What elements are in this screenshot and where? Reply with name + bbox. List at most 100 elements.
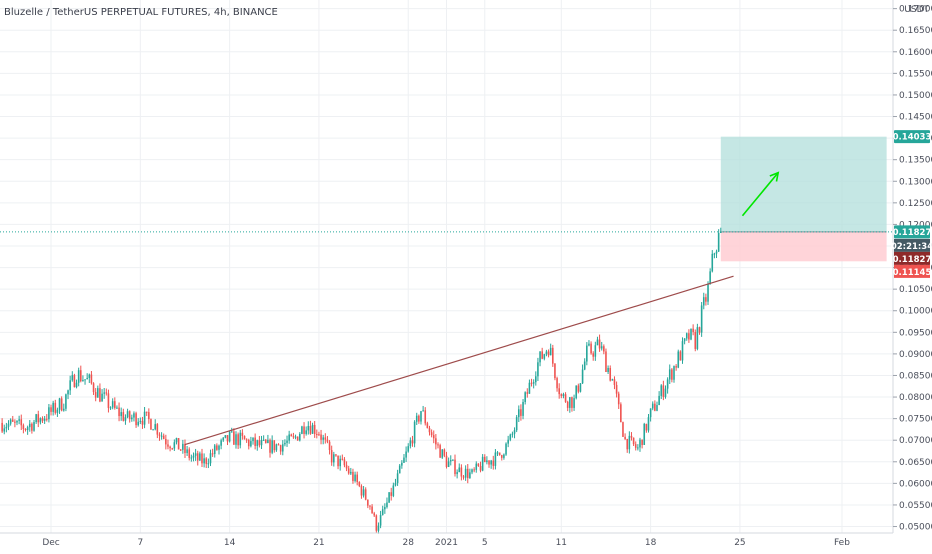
x-tick-label: 14 — [224, 538, 236, 548]
candle — [719, 231, 722, 234]
candle — [498, 452, 501, 456]
candle — [454, 459, 456, 475]
candle — [685, 333, 688, 339]
candle — [641, 439, 643, 445]
timer-tag-bg[interactable] — [894, 238, 930, 252]
candle — [609, 368, 612, 381]
candle — [671, 369, 673, 380]
candle — [224, 435, 227, 438]
candle — [305, 430, 307, 434]
candle — [92, 383, 95, 393]
target-price-tag-bg[interactable] — [894, 130, 930, 144]
candle — [347, 468, 350, 474]
stop-loss-zone[interactable] — [720, 231, 887, 262]
candle — [475, 463, 478, 470]
candle — [537, 362, 539, 377]
candle — [535, 376, 537, 383]
candle — [352, 471, 354, 481]
candle — [696, 327, 699, 349]
candle — [507, 439, 509, 444]
candle — [639, 439, 641, 448]
candle — [333, 454, 335, 463]
currency-label[interactable]: USDT — [904, 5, 929, 15]
candle — [254, 437, 256, 446]
candle — [5, 426, 8, 429]
candle — [273, 440, 276, 451]
candle — [594, 345, 597, 357]
candle — [396, 473, 399, 483]
candle — [367, 499, 369, 506]
candle — [50, 407, 52, 412]
candle — [326, 439, 329, 442]
candle — [192, 455, 195, 458]
stop-tag-bg[interactable] — [894, 264, 930, 278]
candle — [694, 332, 697, 349]
candle — [401, 462, 403, 466]
candle — [632, 437, 635, 445]
candle — [588, 343, 590, 346]
candle — [341, 458, 344, 460]
candle — [532, 382, 535, 384]
current-price-tag-bg[interactable] — [894, 225, 930, 239]
candle — [75, 382, 78, 388]
candle — [392, 485, 395, 496]
candle — [490, 460, 492, 465]
candle — [52, 402, 54, 412]
arrow-shaft[interactable] — [741, 172, 779, 217]
candle — [394, 482, 397, 486]
candle — [526, 392, 529, 394]
candle — [564, 394, 567, 402]
candle — [405, 451, 407, 458]
candle — [226, 435, 229, 442]
candle — [335, 454, 337, 456]
candle — [103, 392, 105, 394]
candle — [715, 251, 718, 254]
x-tick-label: 18 — [645, 538, 657, 548]
candle — [571, 397, 573, 408]
candle — [345, 465, 348, 469]
candle — [311, 424, 314, 434]
candle — [243, 435, 246, 440]
candle — [539, 351, 541, 363]
x-tick-label: 2021 — [435, 538, 458, 548]
candle — [428, 428, 431, 433]
candle — [590, 343, 592, 354]
candle — [513, 430, 516, 434]
candle — [233, 431, 235, 445]
candle — [69, 380, 71, 391]
candle — [188, 449, 191, 458]
candle — [48, 407, 50, 420]
candle — [673, 366, 675, 380]
candle — [709, 271, 711, 284]
candle — [9, 419, 12, 424]
candle — [190, 457, 193, 459]
trendline[interactable] — [184, 275, 734, 446]
candle — [260, 440, 263, 446]
x-tick-label: 21 — [313, 538, 324, 548]
candle — [552, 347, 554, 364]
candle — [148, 412, 150, 420]
candle — [350, 471, 352, 474]
candle — [562, 394, 565, 397]
candle — [420, 411, 422, 422]
candle — [634, 444, 637, 448]
candle — [284, 442, 286, 445]
x-tick-label: 25 — [734, 538, 745, 548]
candle — [116, 407, 118, 409]
candle — [413, 421, 416, 444]
candle — [566, 401, 569, 408]
profit-zone[interactable] — [720, 136, 887, 232]
candle — [175, 438, 178, 443]
entry-tag-bg[interactable] — [894, 251, 930, 265]
candle — [600, 346, 603, 349]
candle — [522, 401, 524, 416]
